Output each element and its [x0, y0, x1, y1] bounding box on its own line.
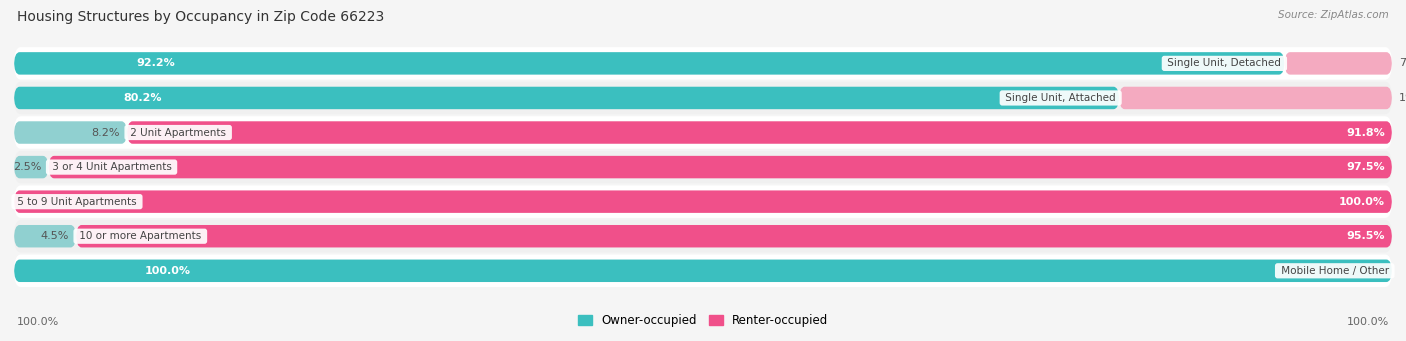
FancyBboxPatch shape: [1285, 52, 1392, 75]
FancyBboxPatch shape: [14, 225, 76, 248]
Text: 97.5%: 97.5%: [1347, 162, 1385, 172]
FancyBboxPatch shape: [14, 116, 1392, 149]
Text: Housing Structures by Occupancy in Zip Code 66223: Housing Structures by Occupancy in Zip C…: [17, 10, 384, 24]
Text: 2.5%: 2.5%: [13, 162, 42, 172]
Text: Source: ZipAtlas.com: Source: ZipAtlas.com: [1278, 10, 1389, 20]
FancyBboxPatch shape: [1119, 87, 1392, 109]
FancyBboxPatch shape: [14, 254, 1392, 287]
Text: 100.0%: 100.0%: [1347, 317, 1389, 327]
FancyBboxPatch shape: [127, 121, 1392, 144]
Text: 2 Unit Apartments: 2 Unit Apartments: [127, 128, 229, 137]
Text: 8.2%: 8.2%: [91, 128, 120, 137]
Legend: Owner-occupied, Renter-occupied: Owner-occupied, Renter-occupied: [572, 309, 834, 332]
Text: 100.0%: 100.0%: [1339, 197, 1385, 207]
Text: 100.0%: 100.0%: [145, 266, 191, 276]
FancyBboxPatch shape: [14, 121, 127, 144]
FancyBboxPatch shape: [14, 156, 48, 178]
Text: 19.8%: 19.8%: [1399, 93, 1406, 103]
FancyBboxPatch shape: [14, 47, 1392, 80]
FancyBboxPatch shape: [14, 151, 1392, 183]
Text: 100.0%: 100.0%: [17, 317, 59, 327]
FancyBboxPatch shape: [14, 186, 1392, 218]
FancyBboxPatch shape: [14, 87, 1119, 109]
Text: 95.5%: 95.5%: [1347, 231, 1385, 241]
Text: 3 or 4 Unit Apartments: 3 or 4 Unit Apartments: [48, 162, 174, 172]
FancyBboxPatch shape: [14, 260, 1392, 282]
Text: 92.2%: 92.2%: [136, 58, 176, 69]
FancyBboxPatch shape: [76, 225, 1392, 248]
Text: 91.8%: 91.8%: [1347, 128, 1385, 137]
Text: 10 or more Apartments: 10 or more Apartments: [76, 231, 204, 241]
Text: 5 to 9 Unit Apartments: 5 to 9 Unit Apartments: [14, 197, 141, 207]
Text: Single Unit, Attached: Single Unit, Attached: [1002, 93, 1119, 103]
FancyBboxPatch shape: [48, 156, 1392, 178]
Text: 80.2%: 80.2%: [124, 93, 162, 103]
Text: 7.8%: 7.8%: [1399, 58, 1406, 69]
Text: 4.5%: 4.5%: [41, 231, 69, 241]
FancyBboxPatch shape: [14, 220, 1392, 252]
FancyBboxPatch shape: [14, 52, 1285, 75]
FancyBboxPatch shape: [14, 190, 1392, 213]
Text: Single Unit, Detached: Single Unit, Detached: [1164, 58, 1285, 69]
Text: Mobile Home / Other: Mobile Home / Other: [1278, 266, 1392, 276]
FancyBboxPatch shape: [14, 82, 1392, 114]
